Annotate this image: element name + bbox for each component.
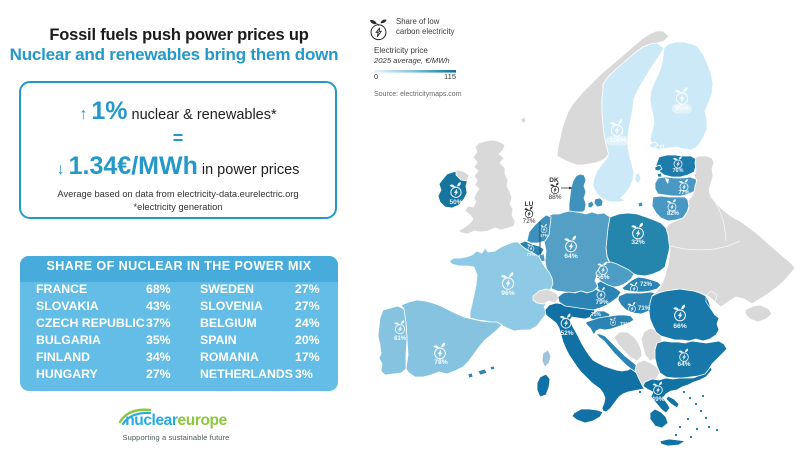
svg-text:64%: 64% bbox=[677, 361, 690, 368]
svg-text:96%: 96% bbox=[501, 290, 515, 297]
svg-text:100%: 100% bbox=[609, 137, 626, 144]
svg-text:61%: 61% bbox=[394, 336, 407, 342]
svg-text:71%: 71% bbox=[638, 306, 651, 312]
svg-text:49%: 49% bbox=[651, 396, 664, 403]
svg-text:DK: DK bbox=[549, 177, 559, 184]
svg-text:2025 average, €/MWh: 2025 average, €/MWh bbox=[373, 56, 450, 65]
svg-text:88%: 88% bbox=[548, 194, 561, 201]
svg-text:57%: 57% bbox=[539, 233, 548, 238]
svg-text:32%: 32% bbox=[631, 239, 645, 246]
svg-text:66%: 66% bbox=[673, 323, 687, 330]
svg-text:77%: 77% bbox=[678, 190, 689, 196]
svg-text:72%: 72% bbox=[522, 218, 535, 225]
svg-text:Source: electricitymaps.com: Source: electricitymaps.com bbox=[374, 91, 462, 98]
svg-text:82%: 82% bbox=[667, 211, 680, 217]
svg-text:95%: 95% bbox=[675, 105, 689, 112]
svg-text:75%: 75% bbox=[591, 312, 602, 318]
svg-text:78%: 78% bbox=[434, 359, 448, 366]
svg-text:Electricity price: Electricity price bbox=[374, 46, 428, 55]
svg-text:71%: 71% bbox=[620, 322, 631, 328]
svg-text:56%: 56% bbox=[596, 274, 609, 281]
svg-text:carbon electricity: carbon electricity bbox=[396, 27, 455, 36]
svg-text:Share of low: Share of low bbox=[396, 17, 440, 26]
svg-text:52%: 52% bbox=[560, 330, 573, 337]
svg-text:LU: LU bbox=[525, 201, 534, 208]
svg-text:50%: 50% bbox=[449, 199, 462, 206]
svg-text:79%: 79% bbox=[595, 299, 608, 306]
svg-text:nucleareurope: nucleareurope bbox=[125, 412, 227, 429]
svg-text:72%: 72% bbox=[640, 282, 653, 288]
svg-text:0: 0 bbox=[374, 72, 378, 81]
svg-text:64%: 64% bbox=[564, 253, 578, 260]
svg-text:76%: 76% bbox=[672, 168, 683, 174]
svg-text:77%: 77% bbox=[526, 252, 535, 257]
svg-text:115: 115 bbox=[444, 72, 456, 81]
